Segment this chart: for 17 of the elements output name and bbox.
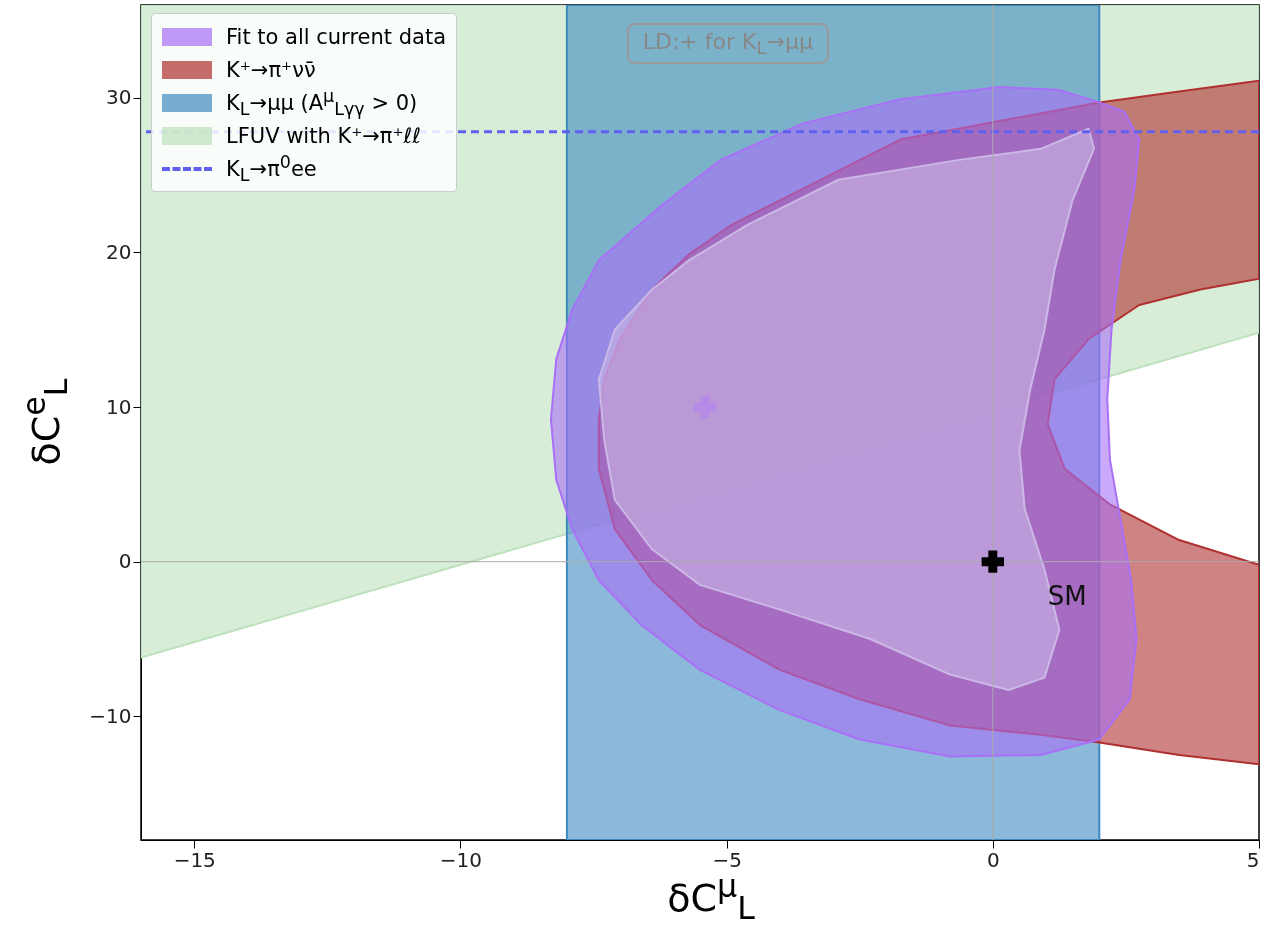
x-tick-label: −5: [712, 847, 742, 872]
y-tick-label: 10: [106, 394, 132, 419]
annotation: LD:+ for K$_{L}$→μμ: [626, 23, 830, 65]
legend-label: K$_{L}$→μμ (A$^{μ}$$_{Lγγ}$ > 0): [226, 85, 418, 120]
y-tick-label: 30: [106, 85, 132, 110]
legend-label: LFUV with K⁺→π⁺ℓℓ: [226, 123, 421, 148]
y-tick-label: 20: [106, 239, 132, 264]
legend-label: Fit to all current data: [226, 24, 446, 49]
x-tick-label: 0: [986, 847, 1000, 872]
x-tick-label: −15: [173, 847, 216, 872]
legend-label: K$_{L}$→π$^{0}$ee: [226, 151, 317, 186]
legend-label: K⁺→π⁺νν̄: [226, 57, 316, 82]
y-tick-label: 0: [118, 549, 132, 574]
y-tick-label: −10: [89, 703, 132, 728]
x-tick-label: −10: [439, 847, 483, 872]
x-tick-label: 5: [1246, 847, 1260, 872]
annotation: SM: [1047, 580, 1087, 611]
